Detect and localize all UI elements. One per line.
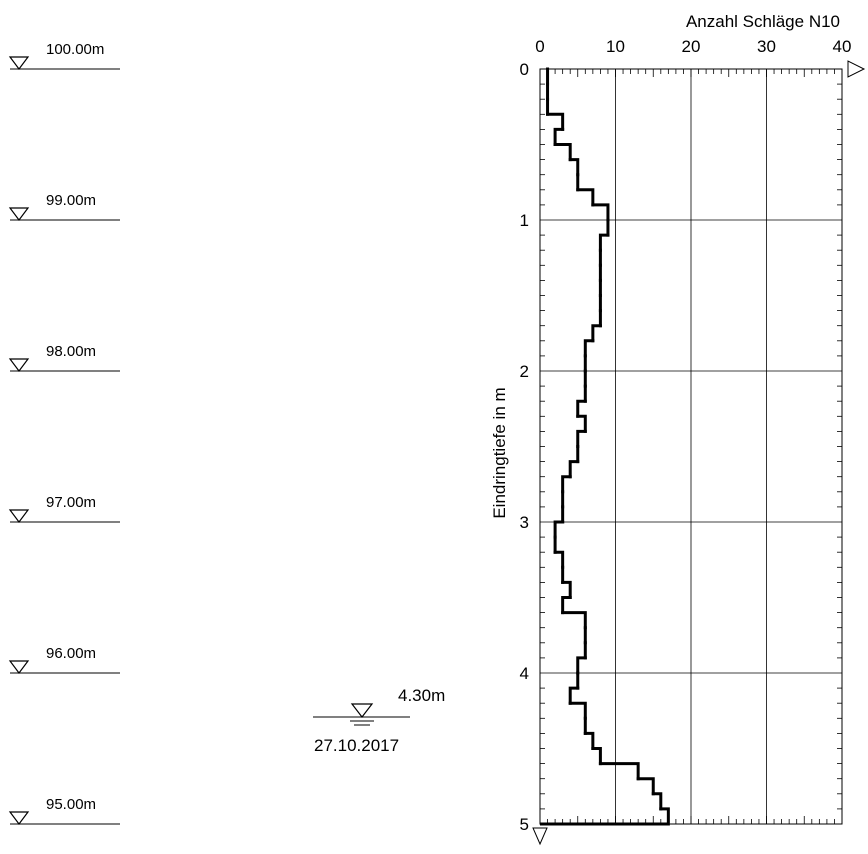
blow-count-step bbox=[561, 475, 572, 494]
blow-count-step bbox=[583, 339, 595, 358]
blow-count-step bbox=[561, 611, 587, 630]
y-axis-arrow-icon bbox=[532, 827, 548, 846]
blow-count-step bbox=[546, 112, 565, 131]
elevation-scale: 100.00m 99.00m 98.00m 97.00m 96.00m 95.00m bbox=[8, 41, 120, 825]
elevation-label: 99.00m bbox=[46, 192, 96, 209]
groundwater-marker: 4.30m 27.10.2017 bbox=[313, 686, 445, 755]
blow-count-step bbox=[561, 580, 572, 599]
y-tick-label: 3 bbox=[520, 513, 529, 532]
elevation-label: 95.00m bbox=[46, 796, 96, 813]
elevation-label: 97.00m bbox=[46, 494, 96, 511]
blow-count-step bbox=[568, 686, 580, 705]
blow-count-step bbox=[636, 777, 655, 796]
blow-count-step bbox=[568, 460, 580, 479]
blow-count-step bbox=[576, 429, 587, 448]
blow-count-step bbox=[561, 596, 572, 615]
blow-count-step bbox=[651, 792, 663, 811]
blow-count-series bbox=[540, 67, 670, 826]
blow-count-step bbox=[576, 656, 587, 675]
elevation-label: 98.00m bbox=[46, 343, 96, 360]
elevation-triangle-icon bbox=[8, 207, 30, 221]
x-tick-label: 30 bbox=[757, 37, 776, 56]
blow-count-step bbox=[568, 158, 580, 177]
blow-count-step bbox=[576, 414, 587, 433]
blow-count-step bbox=[591, 747, 602, 766]
x-tick-label: 0 bbox=[535, 37, 544, 56]
blow-count-step bbox=[553, 143, 572, 162]
blow-count-step bbox=[598, 762, 640, 781]
blow-count-step bbox=[568, 701, 587, 720]
blow-count-step bbox=[659, 807, 670, 826]
blow-count-step bbox=[591, 324, 602, 343]
blow-count-step bbox=[553, 520, 565, 539]
blow-count-step bbox=[553, 550, 565, 569]
y-tick-label: 0 bbox=[520, 60, 529, 79]
elevation-triangle-icon bbox=[8, 358, 30, 372]
blow-count-step bbox=[553, 127, 565, 146]
chart: Anzahl Schläge N10 Eindringtiefe in m 0 1… bbox=[490, 12, 866, 846]
y-axis-title: Eindringtiefe in m bbox=[490, 387, 509, 518]
y-tick-label: 4 bbox=[520, 664, 529, 683]
y-tick-label: 2 bbox=[520, 362, 529, 381]
elevation-triangle-icon bbox=[8, 56, 30, 70]
x-tick-label: 20 bbox=[682, 37, 701, 56]
blow-count-step bbox=[576, 399, 587, 418]
x-axis-title: Anzahl Schläge N10 bbox=[686, 12, 840, 31]
groundwater-triangle-icon bbox=[350, 703, 374, 718]
y-tick-label: 5 bbox=[520, 815, 529, 834]
blow-count-step bbox=[598, 233, 610, 252]
x-axis-arrow-icon bbox=[847, 60, 866, 78]
x-tick-label: 40 bbox=[833, 37, 852, 56]
groundwater-depth-label: 4.30m bbox=[398, 686, 445, 705]
elevation-triangle-icon bbox=[8, 811, 30, 825]
elevation-triangle-icon bbox=[8, 509, 30, 523]
x-tick-label: 10 bbox=[606, 37, 625, 56]
elevation-triangle-icon bbox=[8, 660, 30, 674]
blow-count-step bbox=[576, 188, 595, 207]
blow-count-step bbox=[591, 203, 610, 222]
blow-count-step bbox=[583, 731, 595, 750]
elevation-label: 96.00m bbox=[46, 645, 96, 662]
elevation-label: 100.00m bbox=[46, 41, 104, 58]
groundwater-date-label: 27.10.2017 bbox=[314, 736, 399, 755]
y-tick-label: 1 bbox=[520, 211, 529, 230]
